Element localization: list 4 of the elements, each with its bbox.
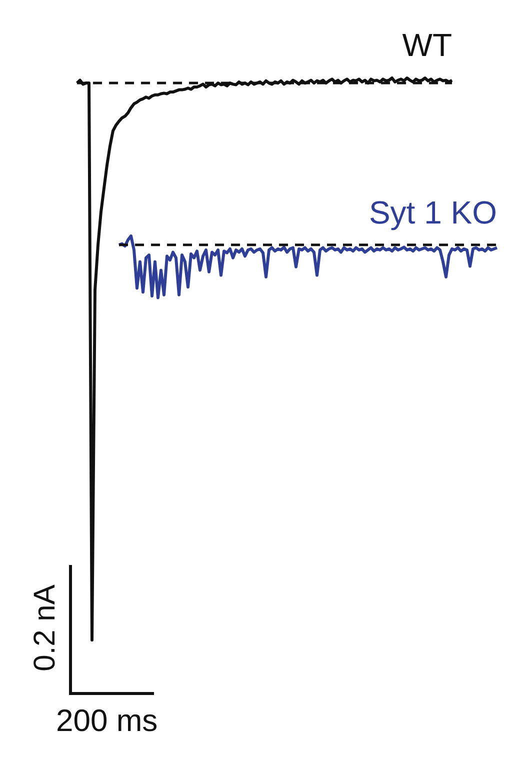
text: 200 ms [56,703,158,738]
series-label: WT [402,27,452,64]
series-label: Syt 1 KO [368,194,497,231]
text: 0.2 nA [28,584,61,672]
